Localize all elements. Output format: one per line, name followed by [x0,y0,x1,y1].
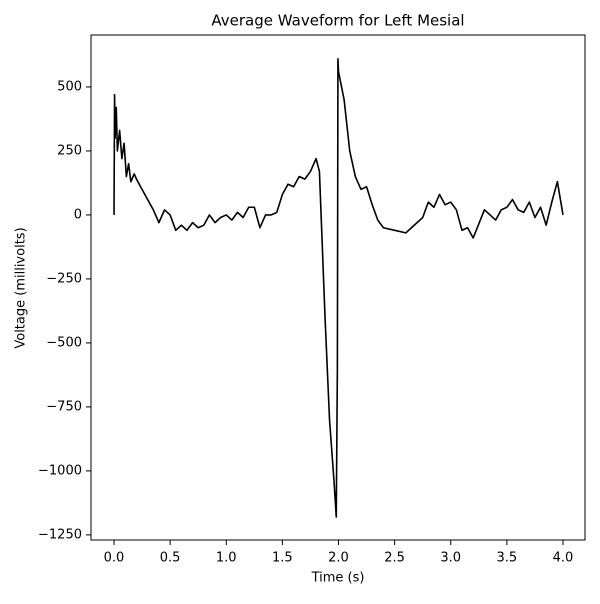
x-axis-label: Time (s) [311,571,365,586]
x-tick-label: 3.5 [497,551,518,566]
y-tick-label: −500 [46,335,82,350]
x-tick-label: 0.5 [160,551,181,566]
chart-title: Average Waveform for Left Mesial [211,12,464,30]
x-tick-label: 3.0 [440,551,461,566]
y-tick-label: 0 [74,207,82,222]
x-tick-label: 4.0 [553,551,574,566]
y-tick-label: 250 [57,143,82,158]
x-tick-label: 0.0 [104,551,125,566]
x-tick-label: 2.5 [384,551,405,566]
y-tick-label: −1000 [38,463,82,478]
x-tick-label: 2.0 [328,551,349,566]
y-tick-label: 500 [57,79,82,94]
y-tick-label: −750 [46,399,82,414]
y-tick-label: −1250 [38,527,82,542]
x-tick-label: 1.5 [272,551,293,566]
waveform-line [113,58,564,518]
y-tick-label: −250 [46,271,82,286]
plot-frame [90,34,586,541]
x-tick-label: 1.0 [216,551,237,566]
y-axis-label: Voltage (millivolts) [14,227,29,348]
